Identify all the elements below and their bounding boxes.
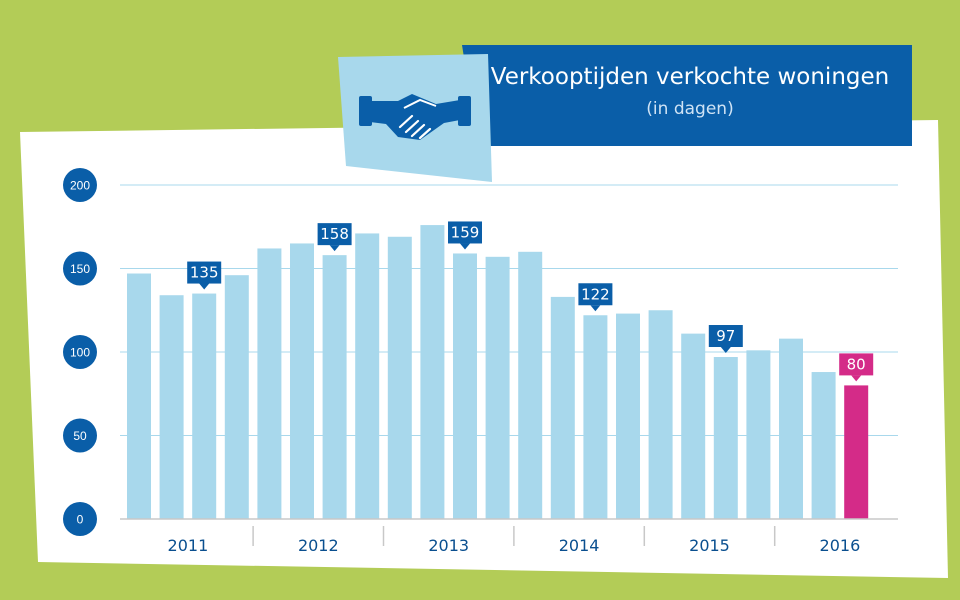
data-label: 135	[190, 264, 219, 282]
x-tick-label: 2011	[168, 536, 209, 555]
data-label: 159	[451, 223, 480, 241]
callout-pointer	[199, 283, 210, 290]
bar	[844, 385, 869, 519]
bar	[616, 313, 640, 519]
x-tick-label: 2012	[298, 536, 339, 555]
y-tick-badge	[63, 168, 97, 202]
x-tick-label: 2016	[820, 536, 861, 555]
callout-pointer	[851, 375, 862, 382]
bar	[746, 350, 771, 519]
y-tick-badge	[63, 502, 97, 536]
bar	[583, 315, 608, 519]
y-tick-badge	[63, 418, 97, 453]
callout-box	[708, 325, 743, 348]
callout-pointer	[329, 245, 340, 252]
bar	[681, 333, 706, 519]
data-label: 80	[847, 355, 866, 373]
bar	[322, 255, 347, 519]
y-tick-label: 50	[73, 429, 87, 443]
y-tick-badge	[63, 251, 97, 286]
x-tick-label: 2014	[559, 536, 600, 555]
title-banner	[462, 45, 912, 146]
x-tick-label: 2015	[689, 536, 730, 555]
callout-box	[448, 221, 482, 244]
bar	[159, 295, 184, 519]
bar	[192, 293, 217, 519]
handshake-icon	[359, 94, 471, 140]
data-label: 158	[320, 225, 349, 243]
callout-box	[578, 283, 613, 306]
callout-pointer	[460, 243, 470, 250]
chart-panel	[20, 120, 948, 578]
callout-box	[839, 353, 874, 376]
bar	[485, 256, 510, 519]
bar	[518, 251, 543, 520]
data-label: 97	[716, 327, 735, 345]
y-tick-label: 150	[70, 262, 90, 276]
y-tick-label: 200	[70, 179, 90, 193]
y-tick-label: 0	[77, 513, 84, 527]
bar	[224, 275, 249, 519]
callout-box	[187, 261, 222, 284]
callout-pointer	[720, 347, 731, 354]
data-label: 122	[581, 285, 610, 303]
callout-pointer	[590, 305, 601, 312]
bar	[713, 357, 738, 519]
bar	[811, 372, 836, 519]
bar	[550, 296, 575, 519]
bar	[453, 253, 477, 519]
bar	[779, 338, 803, 519]
bar	[257, 248, 282, 519]
y-tick-badge	[63, 335, 97, 369]
x-tick-label: 2013	[428, 536, 469, 555]
callout-box	[317, 223, 352, 246]
y-tick-label: 100	[70, 346, 90, 360]
bar	[127, 273, 151, 519]
chart-title: Verkooptijden verkochte woningen	[490, 64, 890, 90]
chart-subtitle: (in dagen)	[646, 99, 734, 119]
bar	[387, 236, 412, 519]
bar	[648, 310, 673, 519]
bar	[420, 225, 445, 519]
bar	[355, 233, 380, 519]
bar	[290, 243, 314, 519]
